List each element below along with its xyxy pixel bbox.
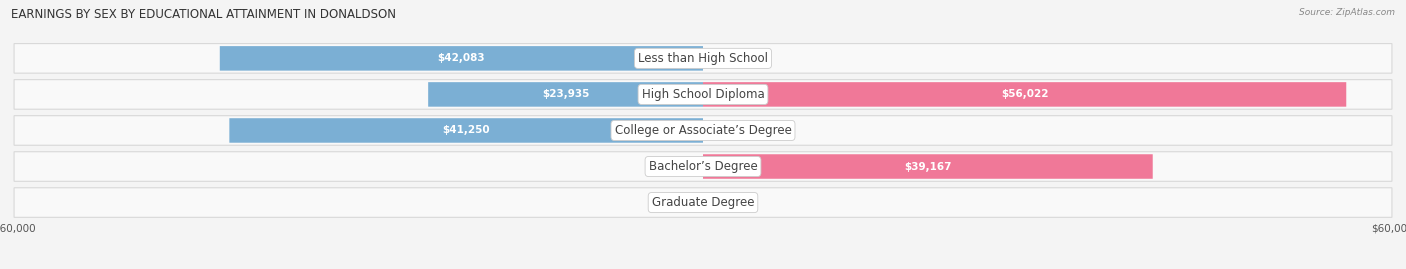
FancyBboxPatch shape: [219, 46, 703, 71]
Text: $0: $0: [672, 161, 686, 172]
FancyBboxPatch shape: [703, 154, 1153, 179]
Text: Graduate Degree: Graduate Degree: [652, 196, 754, 209]
FancyBboxPatch shape: [703, 82, 1347, 107]
Text: $56,022: $56,022: [1001, 89, 1049, 100]
FancyBboxPatch shape: [14, 152, 1392, 181]
Text: $0: $0: [720, 197, 734, 208]
Text: Bachelor’s Degree: Bachelor’s Degree: [648, 160, 758, 173]
FancyBboxPatch shape: [14, 80, 1392, 109]
Text: $0: $0: [672, 197, 686, 208]
Text: $0: $0: [720, 125, 734, 136]
Text: $39,167: $39,167: [904, 161, 952, 172]
Text: $41,250: $41,250: [443, 125, 489, 136]
Text: Source: ZipAtlas.com: Source: ZipAtlas.com: [1299, 8, 1395, 17]
Text: Less than High School: Less than High School: [638, 52, 768, 65]
FancyBboxPatch shape: [14, 116, 1392, 145]
Text: College or Associate’s Degree: College or Associate’s Degree: [614, 124, 792, 137]
FancyBboxPatch shape: [429, 82, 703, 107]
Text: $23,935: $23,935: [541, 89, 589, 100]
FancyBboxPatch shape: [14, 188, 1392, 217]
Text: EARNINGS BY SEX BY EDUCATIONAL ATTAINMENT IN DONALDSON: EARNINGS BY SEX BY EDUCATIONAL ATTAINMEN…: [11, 8, 396, 21]
FancyBboxPatch shape: [14, 44, 1392, 73]
Text: High School Diploma: High School Diploma: [641, 88, 765, 101]
Text: $42,083: $42,083: [437, 53, 485, 63]
Text: $0: $0: [720, 53, 734, 63]
FancyBboxPatch shape: [229, 118, 703, 143]
